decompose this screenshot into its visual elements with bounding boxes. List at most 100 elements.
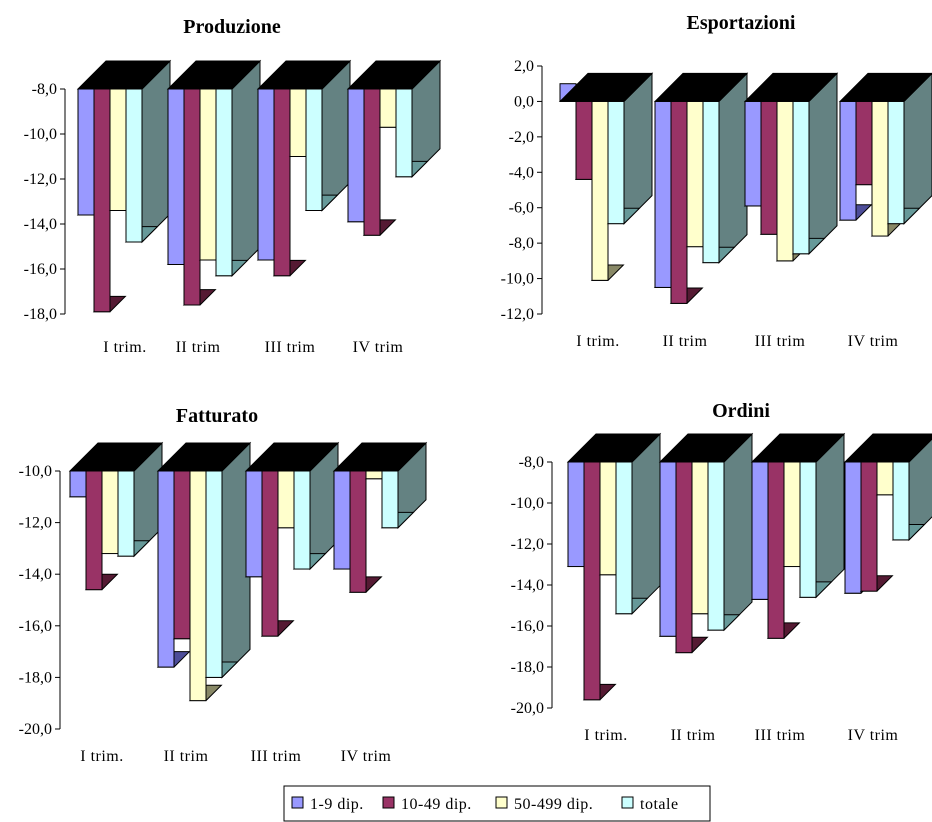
plot-area-fatturato: -10,0 -12,0 -14,0 -16,0 -18,0 -20,0 I trim. II … — [19, 441, 428, 765]
y-tick-label: -16,0 — [511, 618, 544, 635]
bar-1-9-dip-ii-trim — [157, 470, 175, 668]
bar-1-9-dip-iv-trim — [347, 88, 365, 223]
bar-group-ii-trim — [156, 441, 252, 702]
category-label: I trim. — [576, 333, 620, 350]
y-tick-label: 2,0 — [514, 58, 534, 75]
bar-1-9-dip-i-trim — [567, 461, 585, 568]
bar-10-49-dip-ii-trim — [173, 470, 191, 640]
bar-group-ii-trim — [166, 59, 262, 306]
bar-group-ii-trim — [653, 72, 749, 304]
chart-produzione: Produzione -8,0 -10,0 -12,0 -14,0 -16,0 -18,0… — [24, 16, 442, 356]
bar-1-9-dip-i-trim — [69, 470, 87, 498]
bar-group-top — [76, 60, 172, 90]
bar-group-top — [68, 442, 164, 472]
y-tick-label: -12,0 — [501, 306, 534, 323]
bar-10-49-dip-i-trim — [583, 461, 601, 701]
bar-totale-i-trim — [615, 461, 633, 615]
bar-10-49-dip-i-trim — [93, 88, 111, 313]
plot-area-produzione: -8,0 -10,0 -12,0 -14,0 -16,0 -18,0 I trim. II t… — [24, 59, 442, 356]
y-tick-label: -10,0 — [501, 271, 534, 288]
category-label: III trim — [755, 727, 806, 744]
bar-totale-iii-trim — [305, 88, 323, 211]
category-label: III trim — [755, 333, 806, 350]
bar-totale-ii-trim — [215, 88, 233, 277]
y-tick-label: -14,0 — [24, 216, 57, 233]
bar-totale-ii-trim — [205, 470, 223, 678]
bar-1-9-dip-ii-trim — [659, 461, 677, 637]
y-tick-label: 0,0 — [514, 93, 534, 110]
bar-group-top — [843, 433, 932, 463]
chart-esportazioni: Esportazioni 2,0 0,0 -2,0 -4,0 -6,0 -8,0 -10,0… — [501, 12, 932, 350]
chart-title-fatturato: Fatturato — [176, 405, 258, 427]
legend-swatch-50-499 — [495, 796, 508, 809]
plot-area-esportazioni: 2,0 0,0 -2,0 -4,0 -6,0 -8,0 -10,0 -12,0 I trim. I… — [501, 58, 932, 350]
bar-totale-ii-trim — [702, 100, 720, 264]
legend-item-1-9: 1-9 dip. — [291, 796, 364, 813]
bar-10-49-dip-iii-trim — [261, 470, 279, 637]
bar-10-49-dip-ii-trim — [675, 461, 693, 654]
bar-50-499-dip-iv-trim — [379, 88, 397, 128]
bar-group-side — [231, 59, 261, 277]
bar-50-499-dip-iii-trim — [277, 470, 295, 529]
y-tick-label: -8,0 — [509, 235, 534, 252]
legend-label-1-9: 1-9 dip. — [310, 796, 364, 813]
bar-group-top — [156, 442, 252, 472]
bar-totale-iv-trim — [395, 88, 413, 178]
bar-group-side — [141, 59, 171, 244]
y-tick-label: -12,0 — [19, 515, 52, 532]
bar-50-499-dip-i-trim — [109, 88, 127, 211]
bar-50-499-dip-iv-trim — [365, 470, 383, 480]
bar-50-499-dip-iv-trim — [876, 461, 894, 496]
bar-group-i-trim — [76, 59, 172, 313]
bar-group-top — [653, 72, 749, 102]
bar-50-499-dip-ii-trim — [686, 100, 704, 248]
bar-1-9-dip-ii-trim — [167, 88, 185, 265]
bar-group-top — [346, 60, 442, 90]
category-label: II trim — [671, 727, 716, 744]
bar-group-top — [244, 442, 340, 472]
legend-item-10-49: 10-49 dip. — [382, 796, 471, 813]
bar-10-49-dip-iv-trim — [349, 470, 367, 593]
bar-totale-ii-trim — [707, 461, 725, 631]
category-label: IV trim — [353, 339, 404, 356]
y-tick-label: -14,0 — [511, 577, 544, 594]
chart-title-esportazioni: Esportazioni — [687, 12, 796, 34]
bar-group-top — [743, 72, 839, 102]
bar-group-top — [558, 72, 654, 102]
category-label: IV trim — [848, 333, 899, 350]
bar-group-iii-trim — [244, 441, 340, 637]
bar-10-49-dip-iii-trim — [767, 461, 785, 639]
y-tick-label: -4,0 — [509, 164, 534, 181]
bar-50-499-dip-ii-trim — [691, 461, 709, 615]
bar-group-side — [631, 432, 661, 615]
bar-group-iii-trim — [750, 432, 846, 639]
bar-1-9-dip-iv-trim — [844, 461, 862, 594]
y-tick-label: -10,0 — [19, 463, 52, 480]
bar-group-top — [658, 433, 754, 463]
bar-10-49-dip-i-trim — [85, 470, 103, 591]
bar-1-9-dip-iii-trim — [751, 461, 769, 600]
bar-50-499-dip-ii-trim — [199, 88, 217, 261]
y-tick-label: -20,0 — [19, 721, 52, 738]
bar-1-9-dip-iii-trim — [744, 100, 762, 207]
bar-50-499-dip-iv-trim — [871, 100, 889, 237]
bar-group-iv-trim — [838, 72, 932, 237]
category-label: I trim. — [103, 339, 147, 356]
bar-totale-i-trim — [117, 470, 135, 557]
y-tick-label: -18,0 — [24, 306, 57, 323]
bar-group-iii-trim — [743, 72, 839, 262]
bar-10-49-dip-ii-trim — [670, 100, 688, 304]
bar-10-49-dip-iv-trim — [860, 461, 878, 592]
legend-swatch-10-49 — [382, 796, 395, 809]
bar-group-side — [723, 432, 753, 632]
bar-1-9-dip-iii-trim — [257, 88, 275, 261]
category-label: I trim. — [584, 727, 628, 744]
bar-group-ii-trim — [658, 432, 754, 654]
y-tick-label: -10,0 — [24, 126, 57, 143]
legend-label-50-499: 50-499 dip. — [514, 796, 593, 813]
bar-10-49-dip-ii-trim — [183, 88, 201, 306]
bar-group-side — [808, 72, 838, 255]
chart-title-produzione: Produzione — [183, 16, 281, 38]
chart-title-ordini: Ordini — [712, 400, 770, 422]
bar-1-9-dip-i-trim — [77, 88, 95, 216]
